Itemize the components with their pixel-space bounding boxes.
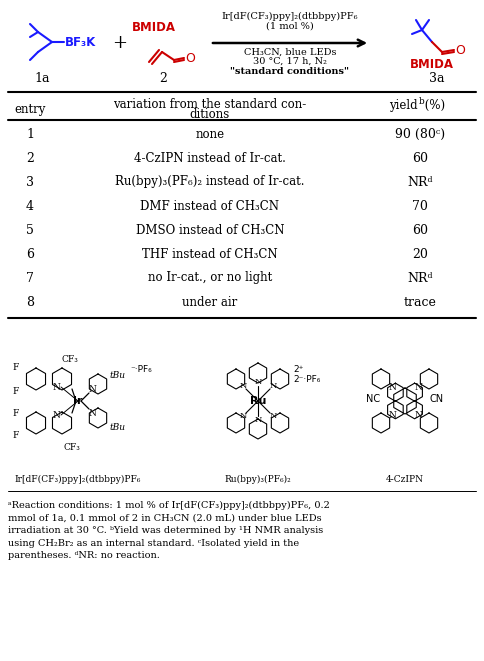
Text: (%): (%) [421, 98, 445, 112]
Text: irradiation at 30 °C. ᵇYield was determined by ¹H NMR analysis: irradiation at 30 °C. ᵇYield was determi… [8, 526, 323, 535]
Text: 30 °C, 17 h, N₂: 30 °C, 17 h, N₂ [253, 56, 327, 65]
Text: 4-CzIPN instead of Ir-cat.: 4-CzIPN instead of Ir-cat. [134, 151, 286, 165]
Text: 20: 20 [412, 247, 428, 260]
Text: NC: NC [366, 394, 380, 404]
Text: no Ir-cat., or no light: no Ir-cat., or no light [148, 272, 272, 284]
Text: N: N [88, 408, 96, 418]
Text: Ir[dF(CF₃)ppy]₂(dtbbpy)PF₆: Ir[dF(CF₃)ppy]₂(dtbbpy)PF₆ [15, 475, 141, 484]
Text: N: N [52, 410, 60, 420]
Text: 6: 6 [26, 247, 34, 260]
Text: CN: CN [430, 394, 444, 404]
Text: 2: 2 [26, 151, 34, 165]
Text: b: b [419, 97, 425, 106]
Text: N: N [254, 378, 262, 386]
Text: 4-CzIPN: 4-CzIPN [386, 475, 424, 483]
Text: under air: under air [182, 295, 238, 309]
Text: 90 (80ᶜ): 90 (80ᶜ) [395, 128, 445, 141]
Text: 60: 60 [412, 151, 428, 165]
Text: mmol of 1a, 0.1 mmol of 2 in CH₃CN (2.0 mL) under blue LEDs: mmol of 1a, 0.1 mmol of 2 in CH₃CN (2.0 … [8, 514, 322, 522]
Text: tBu: tBu [110, 422, 126, 432]
Text: variation from the standard con-: variation from the standard con- [113, 98, 307, 112]
Text: N: N [239, 412, 247, 420]
Text: F: F [13, 408, 19, 418]
Text: 60: 60 [412, 223, 428, 237]
Text: CF₃: CF₃ [61, 354, 78, 364]
Text: O: O [185, 52, 195, 65]
Text: ⁻·PF₆: ⁻·PF₆ [130, 364, 152, 373]
Text: 4: 4 [26, 200, 34, 212]
Text: N: N [269, 412, 277, 420]
Text: DMF instead of CH₃CN: DMF instead of CH₃CN [140, 200, 279, 212]
Text: BF₃K: BF₃K [65, 36, 96, 48]
Text: BMIDA: BMIDA [410, 58, 454, 71]
Text: BMIDA: BMIDA [132, 21, 176, 34]
Text: Ir: Ir [73, 396, 83, 406]
Text: 3a: 3a [429, 71, 445, 85]
Text: Ru: Ru [250, 396, 266, 406]
Text: F: F [13, 364, 19, 373]
Text: F: F [13, 387, 19, 395]
Text: N: N [414, 410, 422, 420]
Text: 1: 1 [26, 128, 34, 141]
Text: F: F [13, 432, 19, 440]
Text: using CH₂Br₂ as an internal standard. ᶜIsolated yield in the: using CH₂Br₂ as an internal standard. ᶜI… [8, 539, 299, 547]
Text: 7: 7 [26, 272, 34, 284]
Text: entry: entry [15, 102, 45, 116]
Text: NRᵈ: NRᵈ [407, 272, 433, 284]
Text: 2: 2 [159, 71, 167, 85]
Text: N: N [414, 383, 422, 391]
Text: N: N [239, 382, 247, 390]
Text: "standard conditions": "standard conditions" [230, 67, 349, 75]
Text: N: N [388, 383, 396, 391]
Text: 5: 5 [26, 223, 34, 237]
Text: Ir[dF(CF₃)ppy]₂(dtbbpy)PF₆: Ir[dF(CF₃)ppy]₂(dtbbpy)PF₆ [222, 11, 358, 20]
Text: N: N [269, 382, 277, 390]
Text: 3: 3 [26, 176, 34, 188]
Text: Ru(bpy)₃(PF₆)₂: Ru(bpy)₃(PF₆)₂ [225, 475, 291, 484]
Text: yield: yield [389, 98, 418, 112]
Text: N: N [52, 383, 60, 391]
Text: ditions: ditions [190, 108, 230, 120]
Text: 2⁻·PF₆: 2⁻·PF₆ [293, 375, 320, 383]
Text: CH₃CN, blue LEDs: CH₃CN, blue LEDs [244, 48, 336, 56]
Text: N: N [388, 410, 396, 420]
Text: N: N [254, 416, 262, 424]
Text: THF instead of CH₃CN: THF instead of CH₃CN [142, 247, 278, 260]
Text: Ru(bpy)₃(PF₆)₂ instead of Ir-cat.: Ru(bpy)₃(PF₆)₂ instead of Ir-cat. [115, 176, 305, 188]
Text: DMSO instead of CH₃CN: DMSO instead of CH₃CN [136, 223, 284, 237]
Text: 70: 70 [412, 200, 428, 212]
Text: parentheses. ᵈNR: no reaction.: parentheses. ᵈNR: no reaction. [8, 551, 160, 560]
Text: O: O [455, 44, 465, 58]
Text: NRᵈ: NRᵈ [407, 176, 433, 188]
Text: tBu: tBu [110, 371, 126, 379]
Text: none: none [196, 128, 225, 141]
Text: 2⁺: 2⁺ [293, 364, 303, 373]
Text: N: N [88, 385, 96, 393]
Text: 1a: 1a [34, 71, 50, 85]
Text: 8: 8 [26, 295, 34, 309]
Text: trace: trace [404, 295, 437, 309]
Text: ᵃReaction conditions: 1 mol % of Ir[dF(CF₃)ppy]₂(dtbbpy)PF₆, 0.2: ᵃReaction conditions: 1 mol % of Ir[dF(C… [8, 501, 330, 510]
Text: +: + [112, 34, 127, 52]
Text: CF₃: CF₃ [63, 444, 80, 453]
Text: (1 mol %): (1 mol %) [266, 22, 314, 30]
